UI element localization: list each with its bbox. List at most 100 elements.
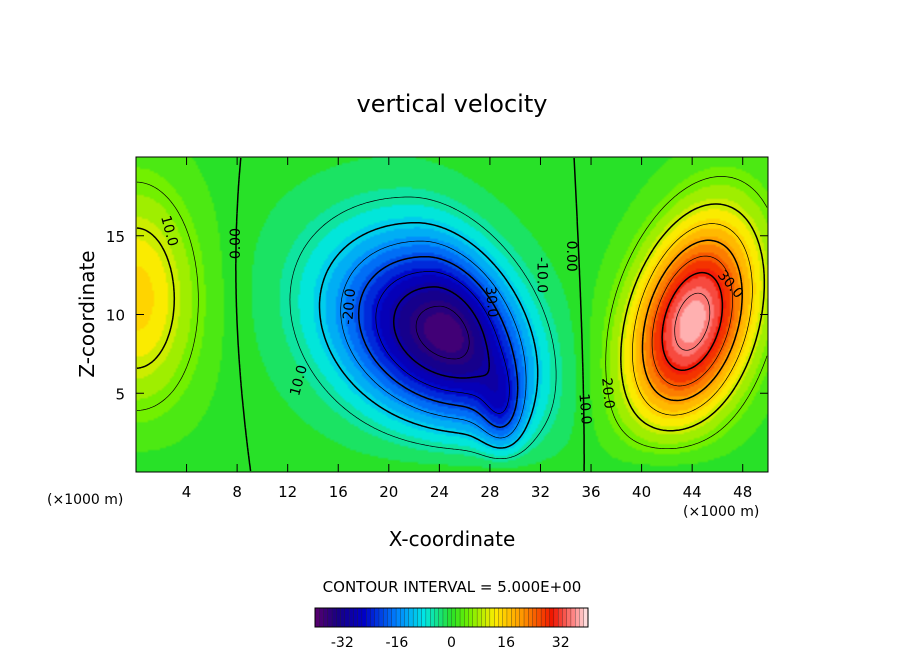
colorbar-cell <box>404 607 410 628</box>
colorbar-cell <box>336 607 341 628</box>
colorbar-cell <box>536 607 542 628</box>
x-axis-label: X-coordinate <box>389 527 516 551</box>
colorbar-cell <box>528 607 533 628</box>
contour-line <box>136 203 766 432</box>
contour-field <box>136 157 768 472</box>
colorbar-cell <box>498 607 504 628</box>
colorbar-cell <box>434 607 440 628</box>
colorbar-cell <box>468 607 474 628</box>
colorbar-cell <box>451 607 457 628</box>
x-tick-label: 36 <box>581 483 600 501</box>
x-tick-label: 40 <box>632 483 651 501</box>
x-units-right: (×1000 m) <box>683 504 759 520</box>
contour-line <box>651 255 733 387</box>
colorbar-cell <box>566 607 572 628</box>
colorbar-cell <box>357 607 363 628</box>
colorbar-cell <box>353 607 359 628</box>
colorbar-cell <box>421 607 427 628</box>
colorbar-cell <box>489 607 495 628</box>
contour-line <box>340 240 527 439</box>
contour-line <box>392 286 490 379</box>
colorbar-cell <box>562 607 568 628</box>
colorbar-cell <box>319 607 324 628</box>
contour-line <box>289 196 557 460</box>
colorbar-cell <box>412 607 418 628</box>
colorbar-cell <box>464 607 469 628</box>
contour-label: 0.00 <box>228 228 244 259</box>
x-tick-label: 24 <box>430 483 449 501</box>
colorbar-cell <box>579 607 585 628</box>
colorbar-cell <box>532 607 538 628</box>
x-tick-label: 44 <box>683 483 702 501</box>
colorbar-cell <box>455 607 461 628</box>
contour-label: 20.0 <box>598 377 617 409</box>
chart-title: vertical velocity <box>357 90 548 118</box>
colorbar-cell <box>374 607 380 628</box>
colorbar-cell <box>378 607 384 628</box>
colorbar-cell <box>387 607 393 628</box>
colorbar-cell <box>553 607 559 628</box>
colorbar: -32 -16 0 16 32 <box>314 607 589 651</box>
x-tick-label: 4 <box>182 483 192 501</box>
colorbar-cell <box>430 607 435 628</box>
colorbar-cell <box>502 607 508 628</box>
colorbar-cell <box>519 607 525 628</box>
colorbar-cell <box>340 607 346 628</box>
contour-line <box>661 271 724 372</box>
x-tick-label: 28 <box>480 483 499 501</box>
colorbar-cell <box>442 607 448 628</box>
contour-label: -10.0 <box>534 257 550 293</box>
colorbar-cell <box>575 607 580 628</box>
contour-line <box>415 305 470 360</box>
colorbar-cell <box>391 607 397 628</box>
x-tick-label: 48 <box>733 483 752 501</box>
y-tick-label: 15 <box>106 228 125 246</box>
x-units-left: (×1000 m) <box>47 492 123 508</box>
colorbar-cell <box>472 607 478 628</box>
x-tick-label: 16 <box>329 483 348 501</box>
colorbar-cell <box>361 607 367 628</box>
contour-labels: 10.0 0.00-20.010.030.0-10.00.0030.020.010… <box>157 214 746 425</box>
colorbar-cell <box>327 607 333 628</box>
colorbar-cell <box>549 607 555 628</box>
colorbar-cell <box>417 607 423 628</box>
plot-area <box>136 157 768 472</box>
contour-label: 30.0 <box>482 286 501 318</box>
colorbar-cell <box>485 607 491 628</box>
x-tick-label: 12 <box>278 483 297 501</box>
y-axis: 5 10 15 <box>106 228 768 403</box>
y-tick-label: 5 <box>115 385 125 403</box>
contour-label: 10.0 <box>287 363 311 397</box>
colorbar-cell <box>557 607 563 628</box>
colorbar-cell <box>395 607 401 628</box>
colorbar-cell <box>400 607 405 628</box>
x-tick-label: 32 <box>531 483 550 501</box>
colorbar-cell <box>438 607 444 628</box>
colorbar-cell <box>476 607 482 628</box>
colorbar-cell <box>494 607 499 628</box>
colorbar-cell <box>366 607 371 628</box>
contour-interval: CONTOUR INTERVAL = 5.000E+00 <box>323 578 582 596</box>
colorbar-tick-label: 0 <box>447 635 456 651</box>
colorbar-cell <box>408 607 414 628</box>
y-axis-label: Z-coordinate <box>75 250 99 377</box>
x-axis: 4 8 12 16 20 24 28 32 36 40 44 48 <box>182 157 752 501</box>
colorbar-cell <box>383 607 388 628</box>
contour-line <box>375 271 510 414</box>
colorbar-tick-label: 32 <box>552 635 570 651</box>
colorbar-cell <box>523 607 529 628</box>
colorbar-tick-label: -32 <box>331 635 354 651</box>
colorbar-cell <box>348 607 354 628</box>
x-tick-label: 20 <box>379 483 398 501</box>
colorbar-tick-label: -16 <box>385 635 408 651</box>
colorbar-cell <box>447 607 452 628</box>
contour-lines <box>136 157 768 472</box>
contour-line <box>357 255 519 428</box>
contour-line <box>674 292 711 351</box>
colorbar-cell <box>425 607 431 628</box>
colorbar-cell <box>545 607 550 628</box>
colorbar-cell <box>331 607 337 628</box>
colorbar-cell <box>540 607 546 628</box>
contour-line <box>632 223 753 416</box>
